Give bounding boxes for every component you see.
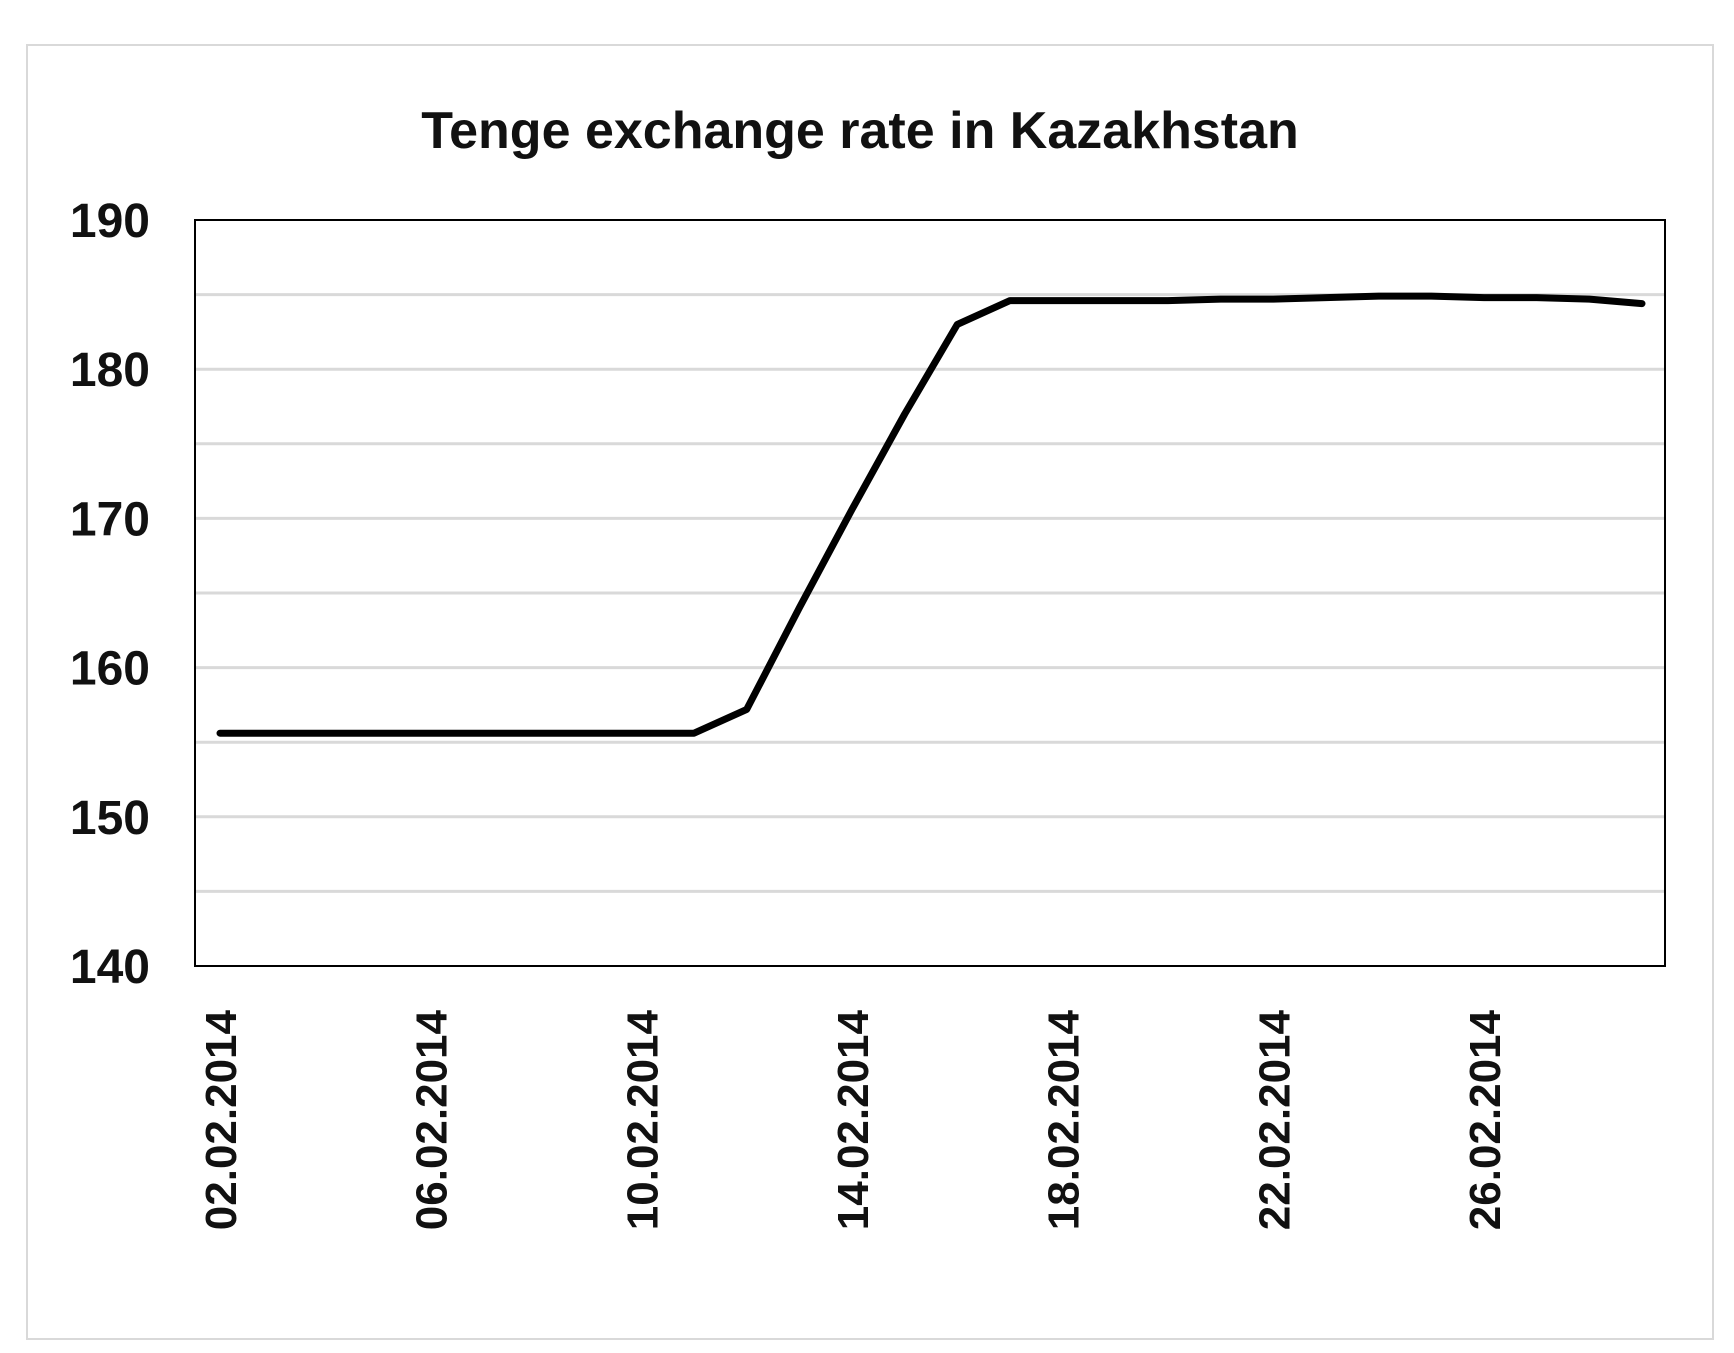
gridlines	[195, 293, 1665, 893]
x-tick-label: 22.02.2014	[1250, 1009, 1299, 1230]
chart-title: Tenge exchange rate in Kazakhstan	[421, 102, 1299, 160]
y-tick-label: 160	[70, 643, 150, 696]
x-axis-ticks: 02.02.2014 06.02.2014 10.02.2014 14.02.2014…	[197, 1009, 1510, 1230]
x-tick-label: 18.02.2014	[1040, 1009, 1089, 1230]
y-tick-label: 170	[70, 493, 150, 546]
series-layer	[216, 292, 1646, 737]
y-axis-ticks: 190 180 170 160 150 140	[70, 195, 150, 994]
x-tick-label: 02.02.2014	[197, 1009, 246, 1230]
y-tick-label: 180	[70, 344, 150, 397]
y-tick-label: 150	[70, 792, 150, 845]
y-tick-label: 190	[70, 195, 150, 248]
x-tick-label: 26.02.2014	[1461, 1009, 1510, 1230]
y-tick-label: 140	[70, 941, 150, 994]
x-tick-label: 06.02.2014	[408, 1009, 457, 1230]
chart-frame	[26, 44, 1714, 1340]
series-line	[216, 292, 1646, 737]
x-tick-label: 10.02.2014	[618, 1009, 667, 1230]
plot-area	[194, 219, 1666, 967]
x-tick-label: 14.02.2014	[829, 1009, 878, 1230]
